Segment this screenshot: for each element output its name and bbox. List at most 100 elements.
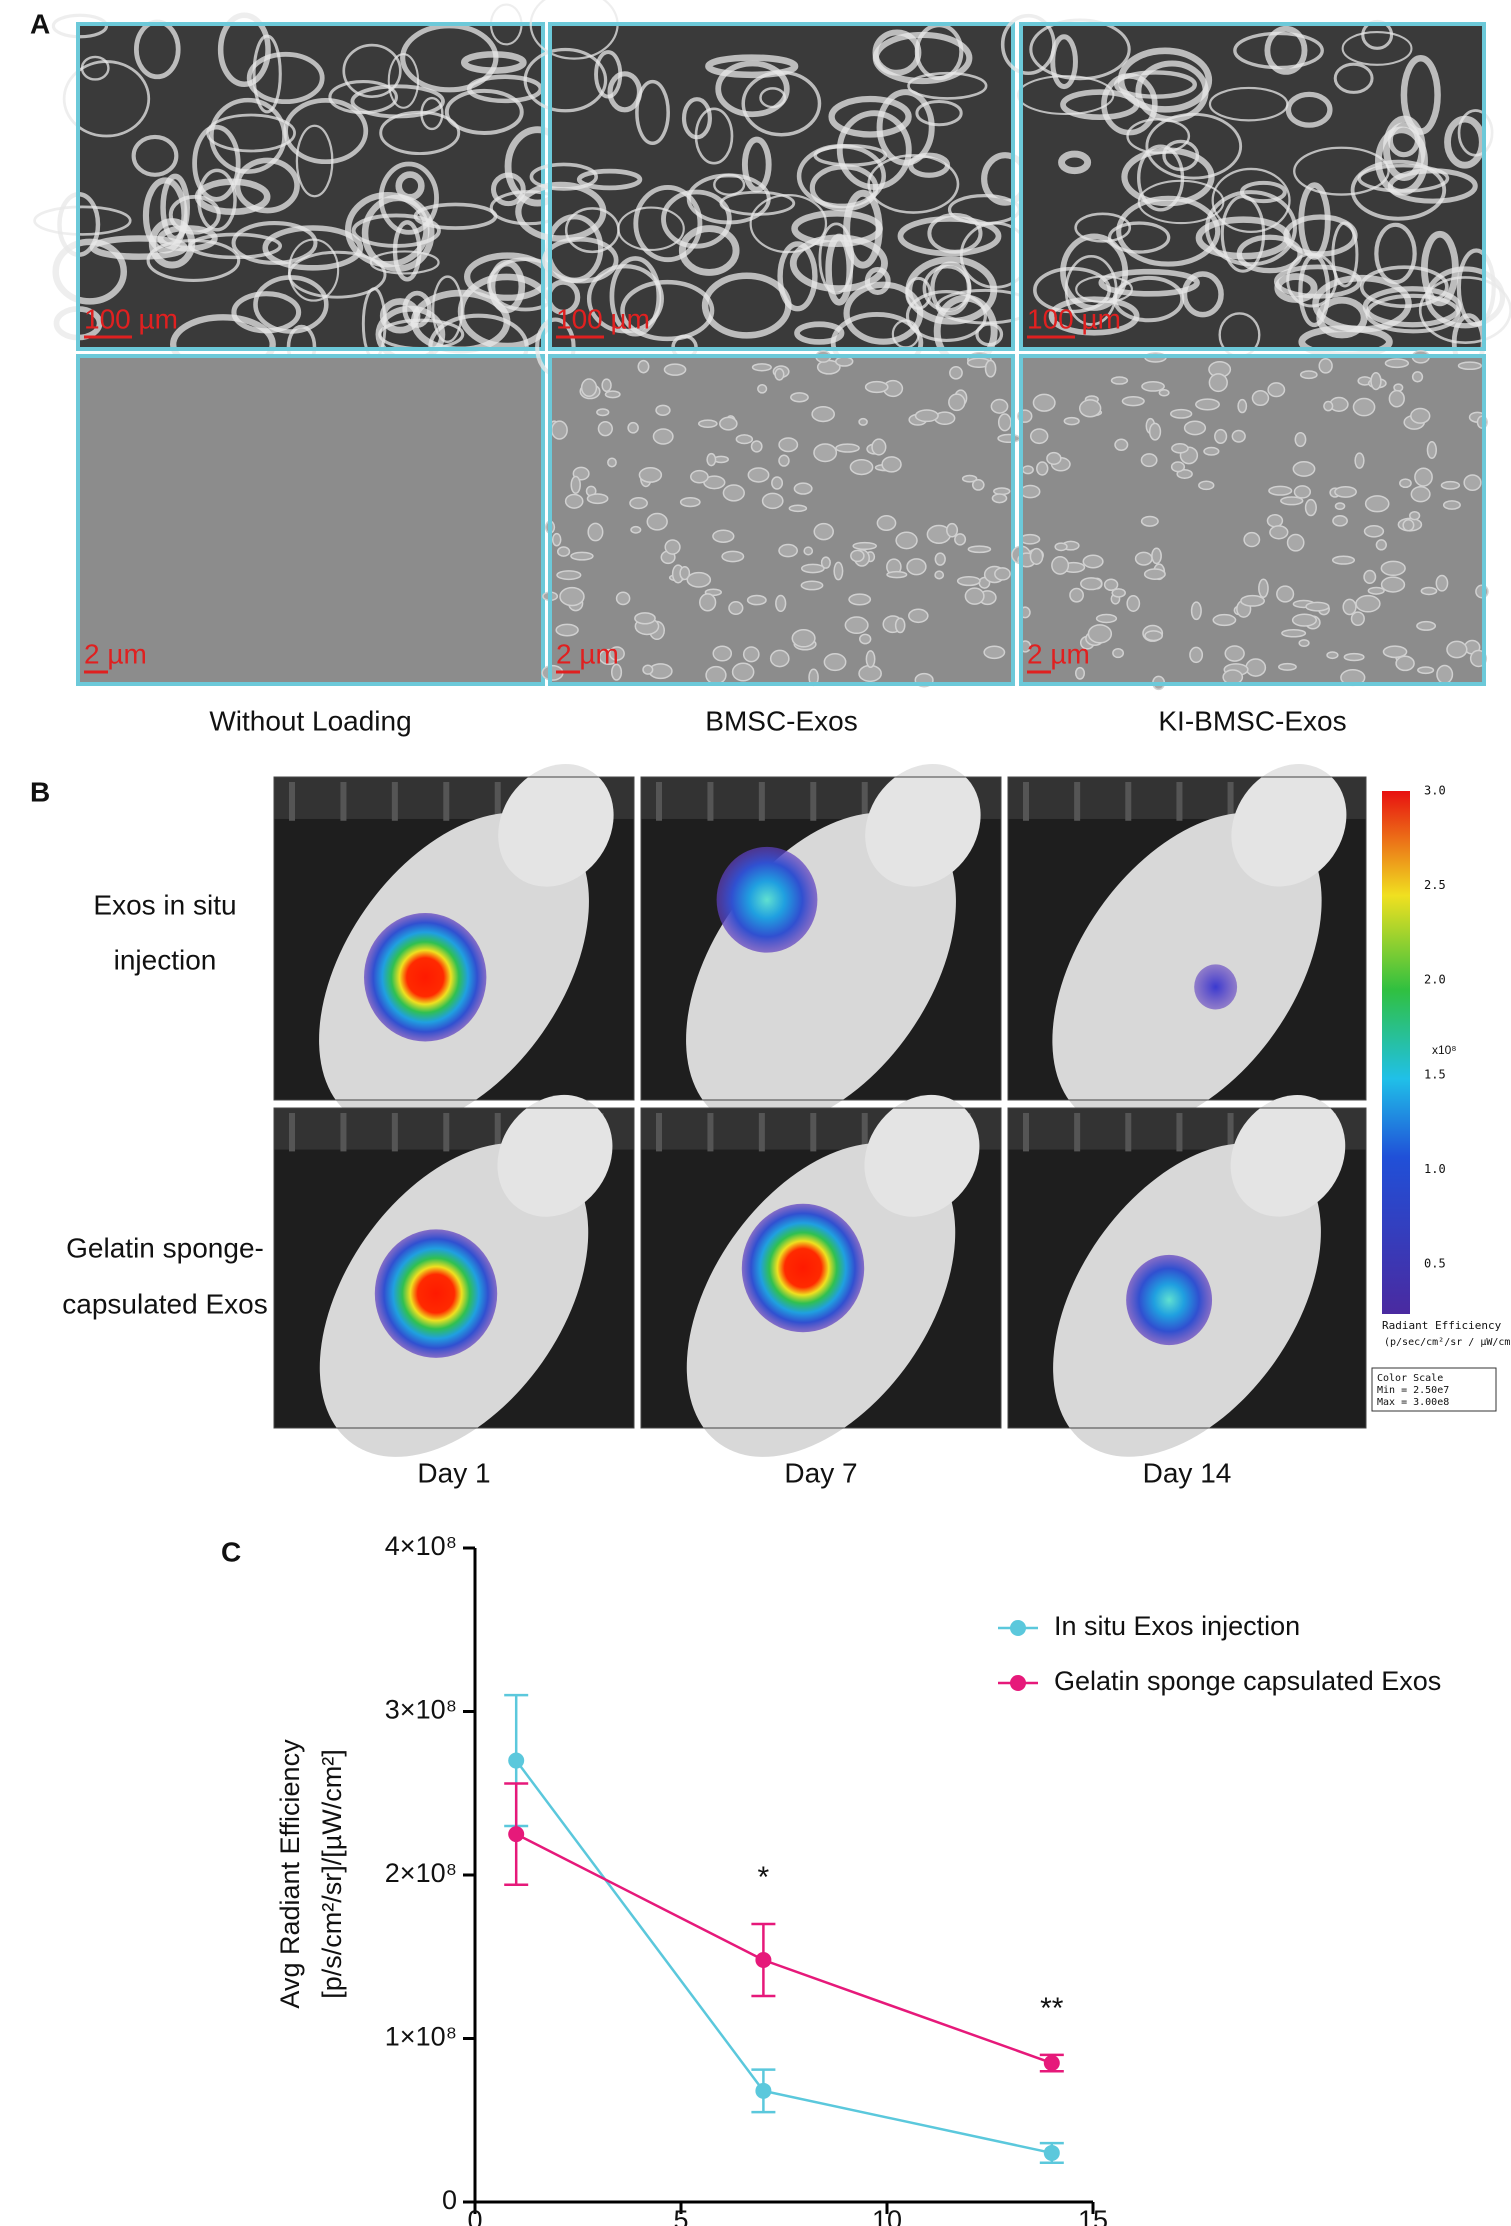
sem-texture <box>894 617 906 634</box>
sem-texture <box>1420 586 1438 596</box>
sem-texture <box>1342 598 1357 616</box>
annotation: * <box>758 1861 770 1894</box>
point <box>755 1952 772 1969</box>
sem-texture <box>728 601 744 616</box>
sem-texture <box>930 261 972 316</box>
sem-texture <box>864 380 889 394</box>
sem-texture <box>788 504 808 513</box>
image-frame <box>1007 1107 1367 1429</box>
ivis-rack <box>391 1113 398 1152</box>
sem-texture <box>761 492 784 510</box>
x-tick-label: 0 <box>467 2205 482 2226</box>
sem-texture <box>1258 578 1269 598</box>
sem-texture <box>551 532 562 547</box>
row-label: capsulated Exos <box>62 1288 267 1319</box>
sem-texture <box>1048 296 1140 336</box>
colorbar <box>1382 791 1410 1314</box>
sem-texture <box>652 428 674 445</box>
sem-texture <box>1169 408 1193 419</box>
sem-texture <box>742 646 760 663</box>
point <box>1043 2144 1060 2161</box>
colorbar-tick-label: 3.0 <box>1424 784 1446 798</box>
sem-texture <box>1359 265 1449 309</box>
sem-texture <box>1189 646 1204 664</box>
sem-texture <box>697 419 718 428</box>
sem-texture <box>1208 86 1289 122</box>
sem-texture <box>984 359 997 378</box>
sem-texture <box>1332 515 1348 527</box>
sem-texture <box>1140 515 1159 527</box>
sem-texture <box>699 593 717 612</box>
sem-texture <box>1080 577 1103 591</box>
sem-texture <box>1020 484 1041 499</box>
sem-texture <box>775 594 787 613</box>
ivis-rack <box>1227 1113 1234 1152</box>
sem-texture <box>715 60 790 118</box>
sem-texture <box>646 512 668 531</box>
panel-label: C <box>221 1536 241 1567</box>
sem-texture <box>1402 518 1415 532</box>
sem-texture <box>820 556 831 569</box>
sem-texture <box>1032 393 1056 412</box>
sem-texture <box>1121 395 1145 407</box>
sem-texture <box>859 633 872 645</box>
sem-texture <box>778 454 790 467</box>
sem-image <box>550 356 1013 684</box>
sem-texture <box>1114 70 1197 99</box>
sem-texture <box>131 134 179 177</box>
sem-texture <box>1436 664 1454 685</box>
sem-texture <box>596 408 610 417</box>
sem-texture <box>1021 465 1034 475</box>
sem-texture <box>712 529 735 543</box>
signal <box>374 1229 498 1358</box>
sem-texture <box>1384 358 1410 369</box>
mouse-head <box>497 1094 613 1217</box>
sem-texture <box>790 392 809 403</box>
sem-texture <box>867 154 960 214</box>
sem-texture <box>601 378 612 393</box>
sem-texture <box>881 456 902 473</box>
sem-texture <box>1036 461 1049 476</box>
y-tick-label: 0 <box>442 2185 457 2215</box>
sem-texture <box>1442 500 1461 510</box>
sem-texture <box>967 545 992 554</box>
panel-label: A <box>30 8 50 39</box>
sem-texture <box>997 433 1021 444</box>
sem-texture <box>246 51 325 105</box>
sem-texture <box>1318 357 1333 374</box>
sem-texture <box>1214 428 1228 445</box>
sem-texture <box>1264 25 1308 75</box>
sem-texture <box>1374 222 1417 285</box>
sem-texture <box>608 646 625 661</box>
sem-texture <box>217 12 271 87</box>
sem-texture <box>778 543 798 558</box>
sem-texture <box>663 363 687 376</box>
sem-texture <box>1388 389 1405 408</box>
sem-texture <box>678 225 740 276</box>
legend-label: In situ Exos injection <box>1054 1611 1300 1641</box>
sem-texture <box>1203 446 1220 456</box>
sem-texture <box>1291 613 1318 627</box>
scale-box-text: Color Scale <box>1377 1373 1443 1384</box>
sem-texture <box>1231 429 1246 443</box>
sem-texture <box>570 475 581 495</box>
sem-texture <box>686 571 712 588</box>
sem-texture <box>1375 539 1387 551</box>
sem-texture <box>564 493 584 509</box>
image-frame <box>548 354 1015 686</box>
sem-texture <box>1266 513 1284 528</box>
ivis-rack <box>1227 782 1234 821</box>
sem-texture <box>1399 478 1412 489</box>
legend-marker <box>1010 1620 1026 1636</box>
sem-texture <box>735 434 754 445</box>
sem-texture <box>848 593 872 606</box>
sem-texture <box>1435 574 1449 592</box>
sem-texture <box>209 97 287 174</box>
row-label: injection <box>114 944 217 975</box>
sem-texture <box>1046 451 1062 465</box>
sem-texture <box>1240 594 1266 607</box>
sem-texture <box>813 144 888 167</box>
sem-texture <box>1341 31 1413 66</box>
sem-texture <box>1126 595 1141 612</box>
sem-texture <box>946 522 959 538</box>
